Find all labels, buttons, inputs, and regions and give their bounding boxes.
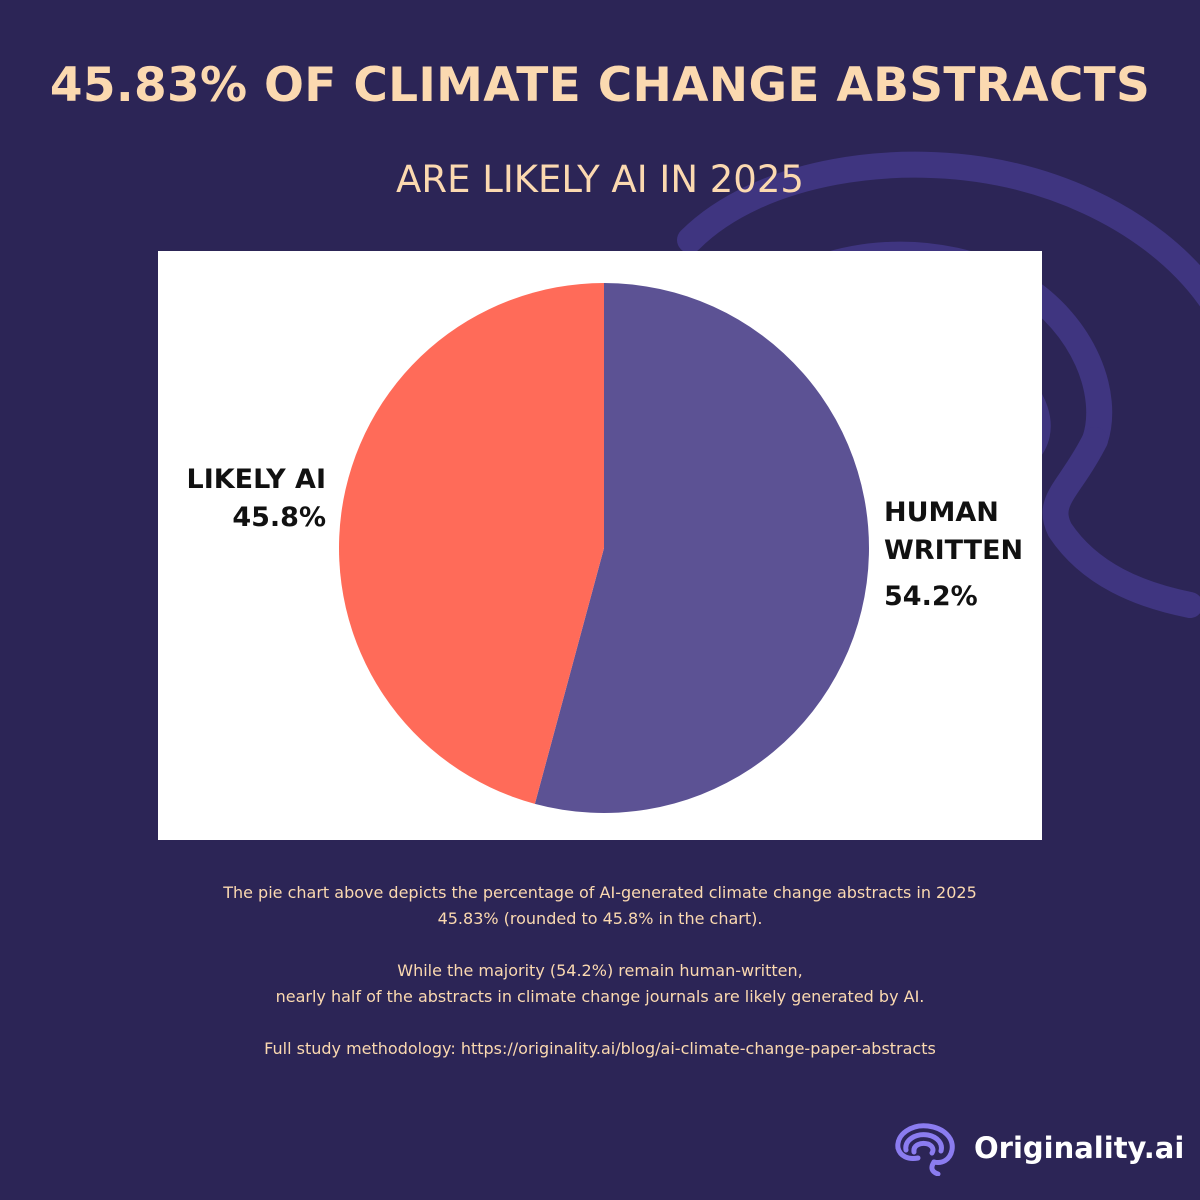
pie-chart-card: LIKELY AI 45.8% HUMAN WRITTEN 54.2% bbox=[158, 251, 1042, 840]
caption-line-4: nearly half of the abstracts in climate … bbox=[275, 987, 925, 1006]
page-subtitle: ARE LIKELY AI IN 2025 bbox=[396, 158, 804, 201]
chart-caption: The pie chart above depicts the percenta… bbox=[0, 880, 1200, 1062]
brand-name: Originality.ai bbox=[974, 1131, 1185, 1165]
pie-label-likely-ai-value: 45.8% bbox=[232, 502, 326, 533]
caption-line-1: The pie chart above depicts the percenta… bbox=[223, 883, 977, 902]
pie-label-likely-ai-text: LIKELY AI bbox=[186, 464, 326, 495]
caption-methodology-line: Full study methodology: https://original… bbox=[264, 1039, 936, 1058]
caption-line-3: While the majority (54.2%) remain human-… bbox=[397, 961, 803, 980]
brand-logo: Originality.ai bbox=[890, 1118, 1184, 1178]
page-title: 45.83% OF CLIMATE CHANGE ABSTRACTS bbox=[49, 58, 1151, 113]
pie-label-human-written-line2: WRITTEN bbox=[884, 535, 1024, 566]
pie-slice-likely-ai bbox=[339, 283, 604, 804]
caption-line-2: 45.83% (rounded to 45.8% in the chart). bbox=[437, 909, 763, 928]
brain-icon bbox=[895, 1123, 955, 1176]
pie-label-likely-ai: LIKELY AI 45.8% bbox=[186, 461, 326, 537]
pie-label-human-written-value: 54.2% bbox=[884, 581, 978, 612]
pie-chart bbox=[339, 283, 870, 813]
pie-label-human-written: HUMAN WRITTEN 54.2% bbox=[884, 494, 1039, 616]
pie-slice-human-written bbox=[534, 283, 870, 813]
pie-label-human-written-line1: HUMAN bbox=[884, 497, 999, 528]
